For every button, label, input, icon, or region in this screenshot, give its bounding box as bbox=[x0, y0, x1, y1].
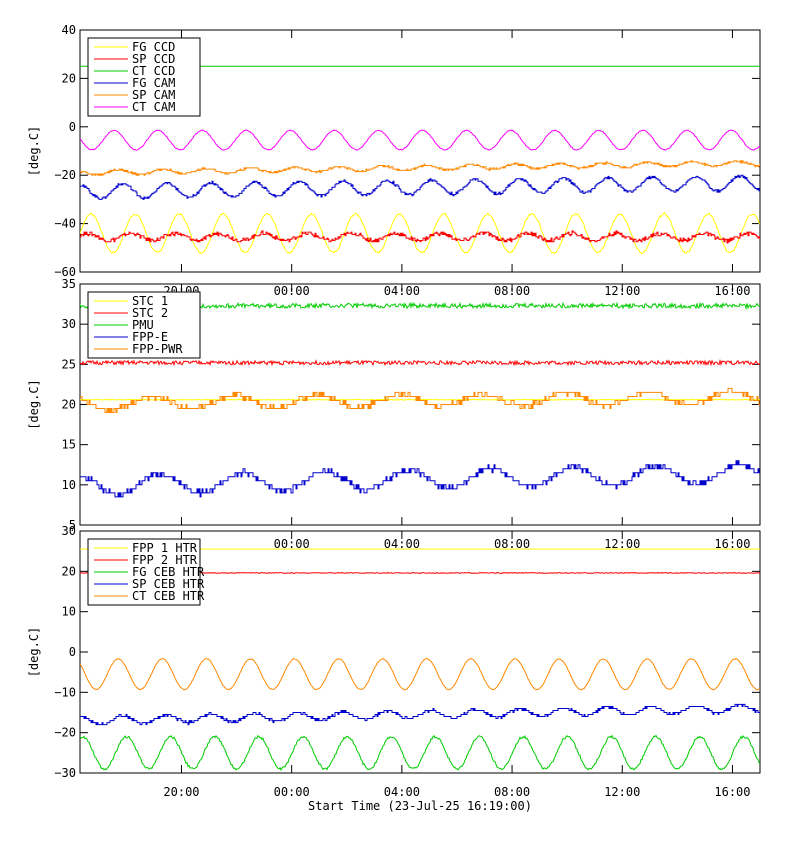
x-tick-label: 16:00 bbox=[714, 537, 750, 551]
legend-box bbox=[87, 37, 201, 117]
x-axis-label: Start Time (23-Jul-25 16:19:00) bbox=[308, 799, 532, 813]
y-tick-label: −20 bbox=[54, 168, 76, 182]
y-tick-label: 20 bbox=[62, 71, 76, 85]
series-line-sp-ceb-htr bbox=[80, 703, 760, 726]
y-tick-label: 5 bbox=[69, 518, 76, 532]
y-tick-label: −60 bbox=[54, 265, 76, 279]
legend-label: SP CCD bbox=[132, 52, 175, 66]
y-tick-label: −40 bbox=[54, 217, 76, 231]
legend-label: FG CCD bbox=[132, 40, 175, 54]
x-tick-label: 04:00 bbox=[384, 537, 420, 551]
legend-label: SP CEB HTR bbox=[132, 577, 205, 591]
y-tick-label: 0 bbox=[69, 120, 76, 134]
legend-label: FG CEB HTR bbox=[132, 565, 205, 579]
y-tick-label: 25 bbox=[62, 357, 76, 371]
legend-label: STC 2 bbox=[132, 306, 168, 320]
y-tick-label: 20 bbox=[62, 564, 76, 578]
legend-label: PMU bbox=[132, 318, 154, 332]
legend-label: FPP-PWR bbox=[132, 342, 183, 356]
series-line-ct-ceb-htr bbox=[80, 657, 760, 691]
series-line-fpp-pwr bbox=[80, 387, 760, 413]
legend-label: CT CAM bbox=[132, 100, 175, 114]
x-tick-label: 08:00 bbox=[494, 785, 530, 799]
y-tick-label: 15 bbox=[62, 438, 76, 452]
series-line-sp-ccd bbox=[80, 230, 760, 244]
y-tick-label: 20 bbox=[62, 398, 76, 412]
y-tick-label: −10 bbox=[54, 685, 76, 699]
legend-label: CT CCD bbox=[132, 64, 175, 78]
legend-label: FG CAM bbox=[132, 76, 175, 90]
legend-label: FPP 2 HTR bbox=[132, 553, 198, 567]
x-tick-label: 00:00 bbox=[274, 785, 310, 799]
series-line-fpp-e bbox=[80, 460, 760, 498]
y-tick-label: 10 bbox=[62, 478, 76, 492]
x-tick-label: 20:00 bbox=[163, 785, 199, 799]
x-tick-label: 08:00 bbox=[494, 537, 530, 551]
legend-label: SP CAM bbox=[132, 88, 175, 102]
legend-label: STC 1 bbox=[132, 294, 168, 308]
y-tick-label: 30 bbox=[62, 524, 76, 538]
y-axis-label: [deg.C] bbox=[27, 627, 41, 678]
x-tick-label: 00:00 bbox=[274, 537, 310, 551]
legend-label: CT CEB HTR bbox=[132, 589, 205, 603]
series-line-fg-cam bbox=[80, 174, 760, 200]
x-tick-label: 16:00 bbox=[714, 785, 750, 799]
series-line-stc-2 bbox=[80, 358, 760, 367]
series-line-sp-cam bbox=[80, 160, 760, 176]
y-tick-label: 10 bbox=[62, 605, 76, 619]
y-tick-label: 0 bbox=[69, 645, 76, 659]
legend-label: FPP 1 HTR bbox=[132, 541, 198, 555]
legend-label: FPP-E bbox=[132, 330, 168, 344]
series-line-ct-cam bbox=[80, 129, 760, 151]
y-tick-label: 30 bbox=[62, 317, 76, 331]
x-tick-label: 04:00 bbox=[384, 785, 420, 799]
x-tick-label: 12:00 bbox=[604, 785, 640, 799]
series-line-fg-ceb-htr bbox=[80, 734, 760, 772]
y-axis-label: [deg.C] bbox=[27, 126, 41, 177]
y-tick-label: −20 bbox=[54, 726, 76, 740]
y-tick-label: 40 bbox=[62, 23, 76, 37]
y-tick-label: −30 bbox=[54, 766, 76, 780]
series-line-fg-ccd bbox=[80, 212, 760, 255]
x-tick-label: 12:00 bbox=[604, 537, 640, 551]
y-tick-label: 35 bbox=[62, 277, 76, 291]
panel-frame-1 bbox=[79, 29, 761, 273]
y-axis-label: [deg.C] bbox=[27, 379, 41, 430]
